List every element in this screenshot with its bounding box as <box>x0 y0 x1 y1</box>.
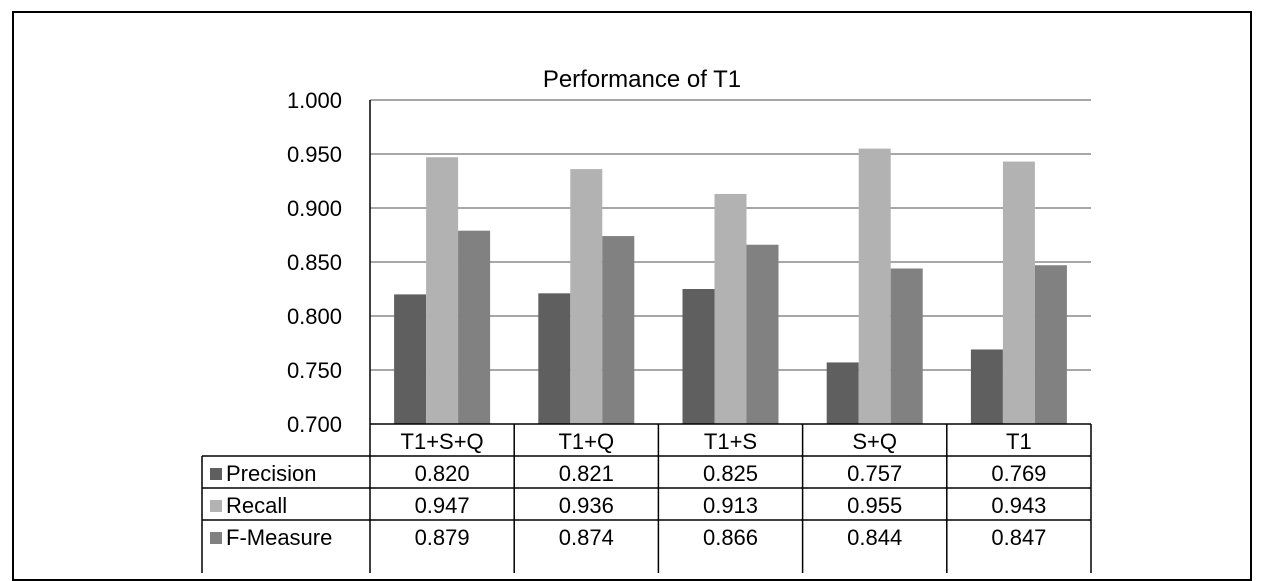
data-value: 0.825 <box>703 461 758 486</box>
y-tick-label: 0.900 <box>287 196 342 221</box>
bar-f-measure <box>746 244 779 424</box>
data-value: 0.943 <box>991 493 1046 518</box>
bar-precision <box>538 293 571 424</box>
bars <box>394 148 1067 425</box>
data-value: 0.947 <box>415 493 470 518</box>
bar-recall <box>426 157 459 425</box>
data-value: 0.820 <box>415 461 470 486</box>
data-value: 0.821 <box>559 461 614 486</box>
data-value: 0.757 <box>847 461 902 486</box>
category-label: T1+Q <box>558 429 614 454</box>
data-value: 0.769 <box>991 461 1046 486</box>
bar-recall <box>714 193 747 424</box>
data-value: 0.866 <box>703 525 758 550</box>
bar-precision <box>970 349 1003 424</box>
y-tick-label: 1.000 <box>287 88 342 113</box>
legend-swatch <box>210 468 222 480</box>
data-value: 0.847 <box>991 525 1046 550</box>
bar-precision <box>826 362 859 424</box>
y-tick-label: 0.850 <box>287 250 342 275</box>
bar-f-measure <box>890 268 923 424</box>
chart-title: Performance of T1 <box>543 66 741 93</box>
bar-recall <box>1002 161 1035 424</box>
data-value: 0.913 <box>703 493 758 518</box>
bar-recall <box>858 148 891 424</box>
category-label: T1+S <box>704 429 757 454</box>
data-value: 0.879 <box>415 525 470 550</box>
bar-precision <box>394 294 427 424</box>
legend-swatch <box>210 532 222 544</box>
series-name: Precision <box>226 461 316 486</box>
data-table: T1+S+Q T1+Q T1+S S+Q T1 Precision 0.820 0.821 0.… <box>201 100 1092 573</box>
bar-f-measure <box>1034 265 1067 424</box>
legend-swatch <box>210 500 222 512</box>
y-tick-label: 0.950 <box>287 142 342 167</box>
y-tick-label: 0.700 <box>287 412 342 437</box>
y-tick-label: 0.800 <box>287 304 342 329</box>
bar-recall <box>570 169 603 424</box>
series-name: F-Measure <box>226 525 332 550</box>
y-axis-labels: 0.700 0.750 0.800 0.850 0.900 0.950 1.000 <box>287 88 342 437</box>
bar-f-measure <box>458 230 491 424</box>
data-value: 0.844 <box>847 525 902 550</box>
category-label: T1+S+Q <box>401 429 484 454</box>
category-label: T1 <box>1006 429 1032 454</box>
series-name: Recall <box>226 493 287 518</box>
data-value: 0.955 <box>847 493 902 518</box>
bar-precision <box>682 289 715 424</box>
y-tick-label: 0.750 <box>287 358 342 383</box>
data-value: 0.874 <box>559 525 614 550</box>
data-value: 0.936 <box>559 493 614 518</box>
chart-frame: Performance of T1 0.700 0.750 0.800 0.850 0.… <box>12 11 1252 581</box>
bar-chart: Performance of T1 0.7000.7500.8000.8500.… <box>201 66 1092 573</box>
bar-f-measure <box>602 236 635 424</box>
category-label: S+Q <box>852 429 897 454</box>
